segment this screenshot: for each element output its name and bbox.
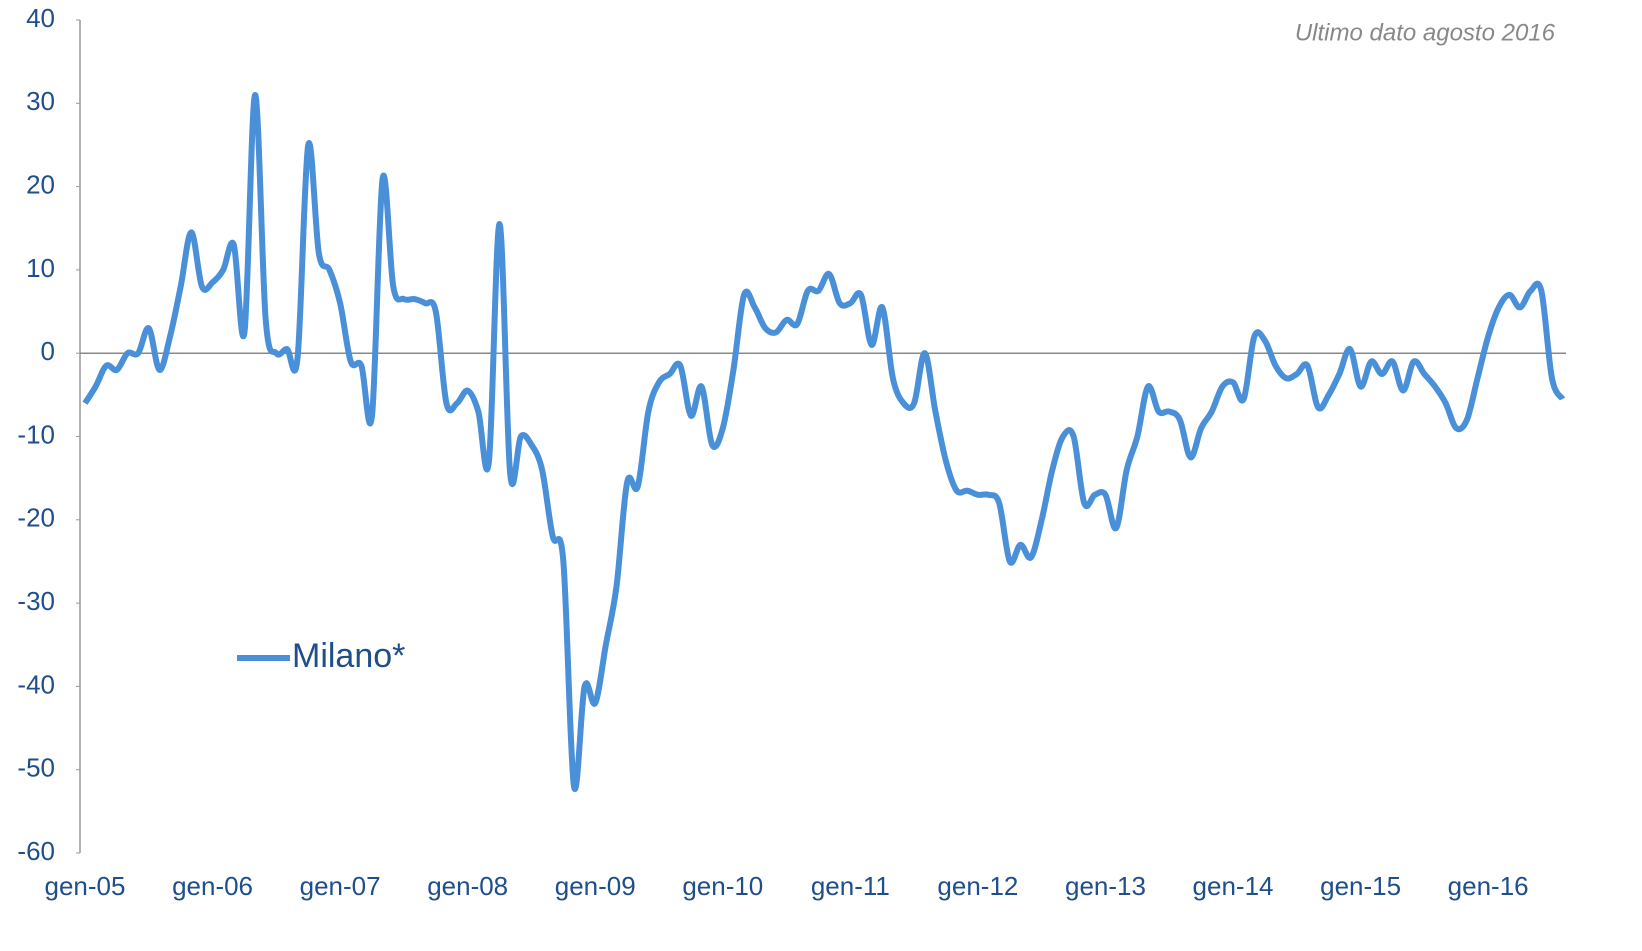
x-tick-label: gen-07: [300, 871, 381, 901]
y-tick-label: 0: [41, 336, 55, 366]
x-tick-label: gen-13: [1065, 871, 1146, 901]
y-tick-label: 10: [26, 253, 55, 283]
y-tick-label: -20: [17, 503, 55, 533]
data-line: [82, 91, 1566, 793]
y-tick-label: 40: [26, 3, 55, 33]
annotation: Ultimo dato agosto 2016: [1295, 19, 1556, 46]
x-tick-label: gen-06: [172, 871, 253, 901]
y-tick-label: -30: [17, 586, 55, 616]
y-tick-label: -60: [17, 836, 55, 866]
x-tick-label: gen-08: [427, 871, 508, 901]
x-tick-label: gen-14: [1193, 871, 1274, 901]
x-tick-label: gen-05: [45, 871, 126, 901]
x-tick-label: gen-11: [811, 871, 890, 901]
legend-label: Milano*: [292, 637, 405, 675]
x-tick-label: gen-12: [937, 871, 1018, 901]
y-tick-label: -50: [17, 753, 55, 783]
x-tick-label: gen-16: [1448, 871, 1529, 901]
y-tick-label: -10: [17, 419, 55, 449]
x-tick-label: gen-15: [1320, 871, 1401, 901]
x-tick-label: gen-09: [555, 871, 636, 901]
y-tick-label: 30: [26, 86, 55, 116]
y-tick-label: -40: [17, 669, 55, 699]
x-tick-label: gen-10: [682, 871, 763, 901]
y-tick-label: 20: [26, 169, 55, 199]
